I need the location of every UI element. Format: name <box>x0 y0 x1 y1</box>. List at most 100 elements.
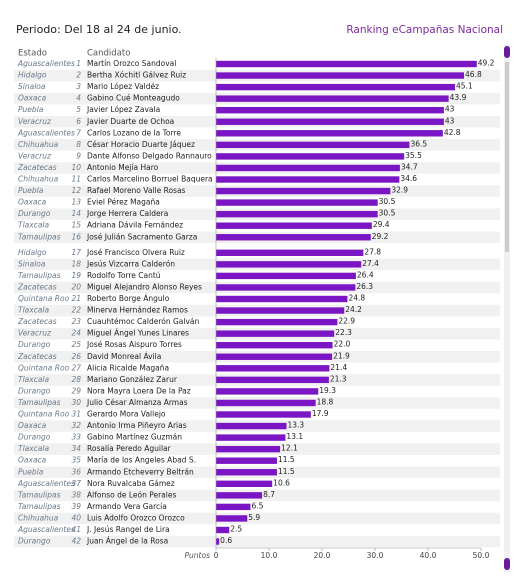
rank: 4 <box>76 94 81 103</box>
y-tick-label: J. Jesús Rangel de Lira <box>86 525 170 534</box>
y-tick-label: Luis Adolfo Orozco Orozco <box>87 513 185 522</box>
y-tick-label: Rafael Moreno Valle Rosas <box>87 186 186 195</box>
state: Tamaulipas <box>18 271 61 280</box>
value-label: 35.5 <box>405 151 422 160</box>
bar <box>216 141 410 149</box>
bar <box>216 130 443 137</box>
rank: 12 <box>71 186 81 195</box>
y-tick-label: Minerva Hernández Ramos <box>87 306 188 315</box>
y-tick-label: Dante Alfonso Delgado Rannauro <box>87 151 212 160</box>
y-tick-label: Armando Vera García <box>87 502 167 511</box>
state: Quintana Roo <box>18 410 70 419</box>
value-label: 22.3 <box>335 328 352 337</box>
y-tick-label: Gerardo Mora Vallejo <box>87 410 166 419</box>
x-tick-label: 50.0 <box>473 551 490 560</box>
value-label: 32.9 <box>391 186 408 195</box>
bar <box>216 330 335 337</box>
rank: 2 <box>76 71 81 80</box>
bar <box>216 376 329 384</box>
value-label: 21.4 <box>330 363 347 372</box>
rank: 15 <box>71 221 81 230</box>
rank: 36 <box>71 467 81 476</box>
state: Quintana Roo <box>18 363 70 372</box>
state: Tlaxcala <box>18 221 50 230</box>
rank: 34 <box>71 444 81 453</box>
bar <box>216 222 372 229</box>
y-tick-label: José Julián Sacramento Garza <box>86 232 197 241</box>
state: Zacatecas <box>17 282 57 291</box>
value-label: 29.2 <box>372 232 389 241</box>
rank: 42 <box>71 537 81 546</box>
value-label: 0.6 <box>220 536 232 545</box>
bar <box>216 295 348 303</box>
state: Tlaxcala <box>18 444 50 453</box>
bar <box>216 388 319 395</box>
x-tick-label: 40.0 <box>420 551 437 560</box>
y-tick-label: Bertha Xóchitl Gálvez Ruiz <box>87 71 186 80</box>
bar <box>216 284 356 291</box>
bar <box>216 210 378 218</box>
state: Zacatecas <box>17 352 57 361</box>
value-label: 34.6 <box>400 174 417 183</box>
value-label: 24.2 <box>345 305 362 314</box>
value-label: 43 <box>445 105 455 114</box>
x-tick-label: 30.0 <box>367 551 384 560</box>
y-tick-label: Juan Ángel de la Rosa <box>86 537 168 546</box>
state: Chihuahua <box>18 175 59 184</box>
rank: 19 <box>71 271 81 280</box>
state: Aguascalientes <box>17 525 75 534</box>
y-tick-label: Cuauhtémoc Calderón Galván <box>87 317 200 326</box>
bar <box>216 515 248 522</box>
value-label: 13.1 <box>286 432 303 441</box>
rank: 35 <box>71 456 81 465</box>
rank: 16 <box>71 232 81 241</box>
rank: 27 <box>71 363 81 372</box>
rows: Aguascalientes 1 Martín Orozco Sandoval 49.… <box>14 59 500 548</box>
bar <box>216 422 287 430</box>
bar <box>216 118 444 125</box>
state: Sinaloa <box>18 82 46 91</box>
bar <box>216 353 333 360</box>
state: Tlaxcala <box>18 375 50 384</box>
scroll-down[interactable] <box>504 558 510 570</box>
rank: 28 <box>71 375 81 384</box>
state: Durango <box>18 537 51 546</box>
bar <box>216 307 345 314</box>
state: Puebla <box>18 186 44 195</box>
rank: 40 <box>71 513 81 522</box>
rank: 31 <box>71 410 81 419</box>
state: Hidalgo <box>18 71 47 80</box>
subtitle: Periodo: Del 18 al 24 de junio. <box>16 23 182 36</box>
y-tick-label: Alfonso de León Perales <box>87 490 176 499</box>
y-tick-label: Eviel Pérez Magaña <box>87 198 160 207</box>
value-label: 22.0 <box>334 340 351 349</box>
x-axis-label: Puntos <box>185 551 211 560</box>
scrollbar-track[interactable] <box>504 44 510 572</box>
value-label: 24.8 <box>348 294 365 303</box>
state: Puebla <box>18 105 44 114</box>
state-header: Estado <box>18 49 47 59</box>
value-label: 13.3 <box>287 421 304 430</box>
state: Durango <box>18 340 51 349</box>
y-tick-label: Alicia Ricalde Magaña <box>87 363 169 372</box>
x-tick-label: 0 <box>214 551 219 560</box>
state: Zacatecas <box>17 317 57 326</box>
rank: 6 <box>76 117 81 126</box>
y-tick-label: María de los Angeles Abad S. <box>87 456 196 465</box>
bar <box>216 492 263 499</box>
bar <box>216 411 311 418</box>
state: Aguascalientes <box>17 128 75 137</box>
scroll-thumb[interactable] <box>505 62 509 252</box>
bar <box>216 187 391 195</box>
bar <box>216 272 356 280</box>
bar <box>216 199 378 206</box>
bar <box>216 176 400 183</box>
state: Tamaulipas <box>18 502 61 511</box>
rank: 7 <box>76 128 81 137</box>
value-label: 30.5 <box>379 209 396 218</box>
bar <box>216 445 281 453</box>
state: Sinaloa <box>18 259 46 268</box>
y-tick-label: Jesús Vizcarra Calderón <box>86 259 175 268</box>
state: Tamaulipas <box>18 232 61 241</box>
scroll-up[interactable] <box>504 46 510 58</box>
